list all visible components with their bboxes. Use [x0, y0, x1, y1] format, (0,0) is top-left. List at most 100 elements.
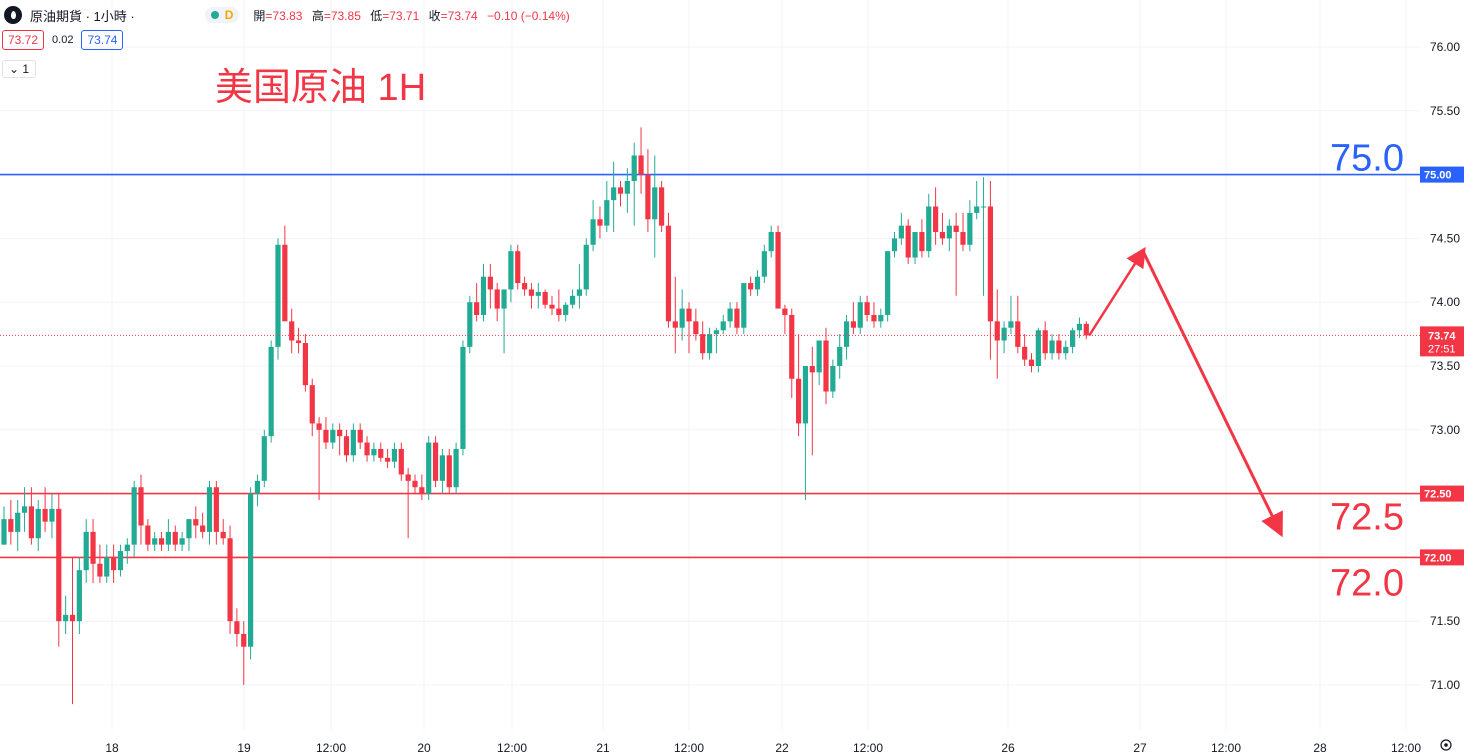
candle-body — [617, 187, 624, 194]
candle-body — [864, 302, 870, 315]
candle-body — [782, 308, 788, 315]
candle-body — [789, 314, 795, 379]
y-tick-label: 74.50 — [1430, 231, 1460, 245]
sell-price-button[interactable]: 73.72 — [2, 30, 45, 50]
candle-body — [1056, 340, 1062, 354]
candle-body — [1028, 359, 1035, 366]
x-tick-label: 21 — [596, 741, 610, 755]
candle-body — [97, 563, 103, 577]
candle-body — [501, 289, 507, 309]
candle-body — [49, 508, 55, 522]
ohlc-high-label: 高 — [311, 8, 324, 23]
ohlc-close-label: 收 — [428, 8, 441, 23]
candle-body — [337, 429, 343, 437]
time-axis: 18 19 12:00 20 12:00 21 12:00 22 12:00 26 27 12:00 2… — [105, 741, 1421, 755]
countdown-label: 27:51 — [1428, 343, 1456, 355]
candle-body — [261, 436, 267, 481]
candle-body — [768, 232, 774, 252]
projection-arrows — [1088, 246, 1283, 538]
candle-body — [21, 506, 28, 513]
candle-body — [432, 442, 439, 481]
indicator-toggle[interactable]: ⌄ 1 — [2, 60, 37, 78]
candle-body — [316, 423, 322, 430]
candle-body — [515, 251, 521, 284]
candle-body — [542, 291, 548, 305]
candle-body — [309, 385, 315, 424]
candle-body — [1015, 321, 1021, 347]
candle-body — [563, 304, 569, 315]
level-big-label: 72.5 — [1330, 497, 1404, 539]
candle-body — [939, 232, 946, 239]
candle-body — [398, 448, 404, 475]
candle-body — [419, 487, 425, 494]
y-tick-label: 76.00 — [1430, 40, 1460, 54]
candle-body — [624, 180, 630, 194]
candle-body — [720, 321, 726, 331]
candle-body — [1, 519, 7, 545]
level-axis-badge — [1420, 485, 1464, 502]
candle-body — [343, 436, 350, 456]
oil-drop-logo-icon — [4, 6, 22, 24]
ohlc-close-value: =73.74 — [440, 8, 478, 23]
ohlc-open-label: 開 — [253, 8, 266, 23]
candle-body — [323, 429, 329, 443]
candle-body — [741, 283, 747, 328]
candle-body — [1035, 330, 1041, 366]
ohlc-readout: 開=73.83 高=73.85 低=73.71 收=73.74 −0.10 (−… — [253, 7, 575, 24]
candle-body — [426, 442, 432, 494]
level-axis-label: 75.00 — [1424, 170, 1452, 182]
chart-title: 美国原油 1H — [215, 67, 426, 109]
candle-body — [761, 251, 767, 277]
candle-body — [275, 244, 281, 347]
candle-body — [775, 232, 781, 309]
chevron-down-icon: ⌄ — [9, 62, 20, 76]
candle-body — [1022, 346, 1028, 360]
candle-body — [843, 321, 850, 347]
candle-body — [234, 621, 240, 634]
candle-body — [748, 283, 754, 290]
candle-body — [8, 519, 14, 532]
candle-body — [350, 429, 356, 456]
candle-body — [659, 187, 665, 226]
symbol-title[interactable]: 原油期貨 · 1小時 · — [30, 8, 135, 24]
candle-body — [378, 448, 384, 458]
candle-body — [638, 155, 644, 175]
candle-body — [200, 525, 206, 532]
candle-body — [967, 212, 973, 245]
y-tick-label: 73.00 — [1430, 423, 1460, 437]
settings-gear-icon[interactable] — [1440, 739, 1452, 751]
candle-body — [885, 251, 891, 315]
candle-body — [809, 366, 815, 373]
candle-body — [953, 225, 959, 233]
candle-body — [549, 304, 555, 309]
candle-body — [1042, 330, 1048, 354]
candle-body — [104, 557, 110, 577]
candle-body — [460, 346, 466, 449]
candle-body — [1049, 340, 1055, 354]
market-status-badge[interactable]: D — [204, 7, 240, 23]
candle-body — [131, 487, 137, 545]
candle-body — [467, 302, 473, 347]
candle-body — [364, 442, 370, 456]
candle-body — [220, 531, 226, 539]
x-tick-label: 12:00 — [497, 741, 527, 755]
candle-body — [693, 321, 699, 335]
candle-body — [919, 232, 925, 252]
candle-body — [15, 512, 21, 532]
horizontal-levels — [0, 173, 1420, 559]
candle-body — [604, 200, 610, 226]
candle-body — [206, 487, 213, 532]
x-tick-label: 12:00 — [316, 741, 346, 755]
candle-body — [28, 506, 34, 539]
candle-body — [679, 308, 685, 328]
candle-body — [1076, 323, 1083, 331]
candle-body — [987, 206, 993, 322]
candle-body — [63, 614, 69, 622]
ohlc-low-label: 低 — [370, 8, 383, 23]
candle-body — [145, 525, 151, 545]
candle-body — [796, 378, 802, 424]
buy-price-button[interactable]: 73.74 — [81, 30, 124, 50]
candle-body — [926, 206, 932, 252]
ohlc-change-value: −0.10 (−0.14%) — [487, 8, 570, 23]
